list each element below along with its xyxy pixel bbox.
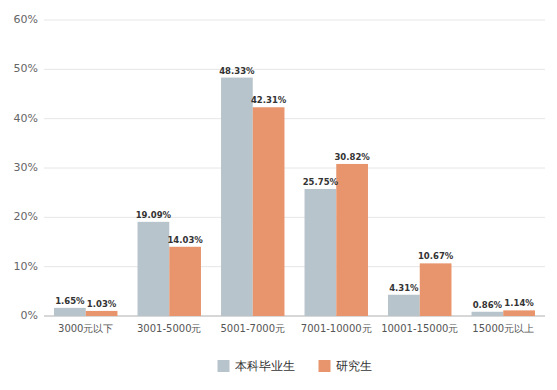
data-labels: 1.65% 19.09% 48.33% 25.75% 4.31% 0.86% 1.03% 14…: [55, 66, 534, 310]
legend: 本科毕业生 研究生: [218, 359, 372, 373]
grid-line: [44, 316, 545, 317]
y-tick-label: 0%: [21, 309, 38, 322]
legend-item: 研究生: [319, 359, 372, 373]
grid-line: [44, 168, 545, 169]
bar: [86, 311, 118, 316]
bar: [221, 78, 253, 316]
legend-label: 本科毕业生: [235, 359, 295, 373]
y-tick-label: 50%: [14, 62, 38, 75]
bar: [169, 247, 201, 316]
data-label: 14.03%: [167, 235, 203, 245]
data-label: 1.65%: [55, 296, 85, 306]
data-label: 48.33%: [219, 66, 255, 76]
data-label: 19.09%: [136, 210, 172, 220]
data-label: 4.31%: [389, 283, 419, 293]
grid-line: [44, 20, 545, 21]
data-label: 10.67%: [418, 251, 454, 261]
y-tick-label: 60%: [14, 13, 38, 26]
data-label: 1.03%: [87, 299, 117, 309]
bar: [305, 189, 337, 316]
grid: [44, 20, 545, 316]
bar: [138, 222, 170, 316]
x-tick-label: 10001-15000元: [381, 323, 458, 334]
data-label: 30.82%: [334, 152, 370, 162]
grid-line: [44, 217, 545, 218]
grid-line: [44, 69, 545, 70]
x-tick-label: 3000元以下: [58, 323, 113, 334]
bar: [503, 310, 535, 316]
data-label: 1.14%: [504, 298, 534, 308]
legend-item: 本科毕业生: [218, 359, 295, 373]
x-tick-label: 7001-10000元: [301, 323, 372, 334]
grid-line: [44, 266, 545, 267]
legend-swatch: [218, 360, 230, 372]
bar: [54, 308, 86, 316]
bar: [388, 295, 420, 316]
y-tick-label: 10%: [14, 260, 38, 273]
x-tick-label: 15000元以上: [472, 323, 534, 334]
bar: [420, 263, 452, 316]
data-label: 0.86%: [473, 300, 503, 310]
x-tick-label: 5001-7000元: [220, 323, 285, 334]
data-label: 42.31%: [251, 95, 287, 105]
x-tick-label: 3001-5000元: [137, 323, 202, 334]
legend-swatch: [319, 360, 331, 372]
data-label: 25.75%: [303, 177, 339, 187]
bars: [54, 78, 535, 316]
y-tick-label: 30%: [14, 161, 38, 174]
bar: [253, 107, 285, 316]
x-axis-line: [44, 316, 545, 317]
bar: [336, 164, 368, 316]
grid-line: [44, 118, 545, 119]
chart: 0% 10% 20% 30% 40% 50% 60% 1.65% 19.09% 48.33% 25.…: [0, 0, 557, 390]
y-tick-label: 40%: [14, 112, 38, 125]
y-tick-label: 20%: [14, 210, 38, 223]
legend-label: 研究生: [336, 359, 372, 373]
bar: [472, 312, 504, 316]
